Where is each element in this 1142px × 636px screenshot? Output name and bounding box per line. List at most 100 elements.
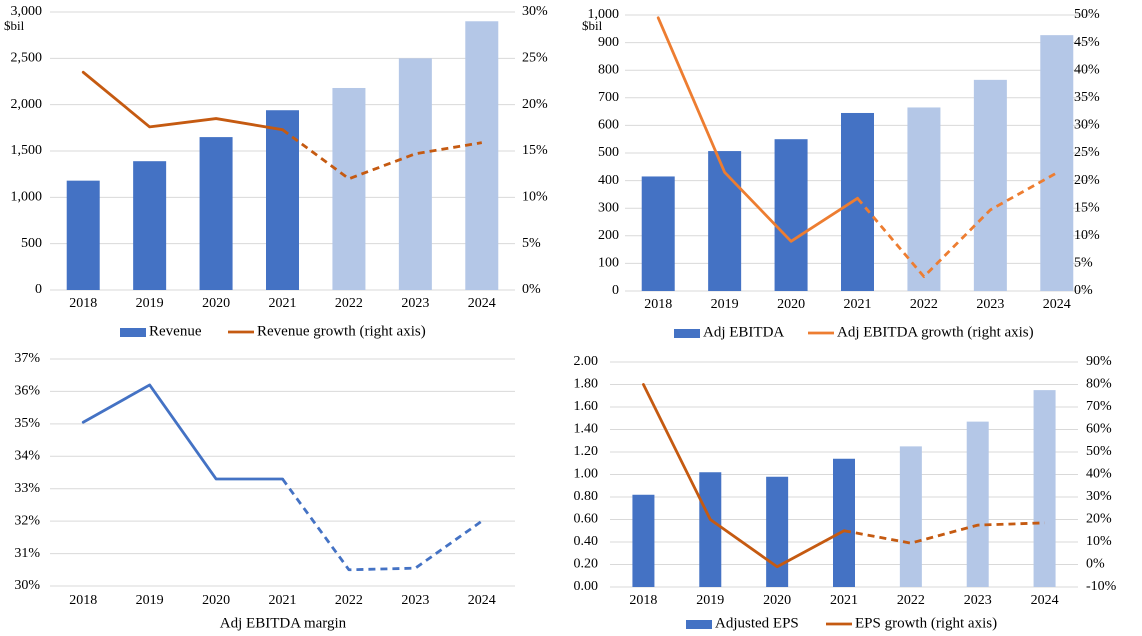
- y-right-tick-label: 15%: [1074, 200, 1100, 215]
- bar: [632, 494, 655, 587]
- y-left-tick-label: 34%: [14, 449, 40, 464]
- y-left-tick-label: 200: [598, 228, 619, 243]
- y-left-tick-label: 1.60: [574, 399, 599, 414]
- y-left-tick-label: 500: [598, 145, 619, 160]
- legend-label: Adj EBITDA margin: [220, 615, 347, 631]
- y-right-tick-label: 50%: [1086, 444, 1112, 459]
- series-line-actual: [642, 383, 846, 569]
- y-unit-label: $bil: [582, 18, 603, 33]
- bar: [899, 446, 922, 587]
- y-left-tick-label: 3,000: [11, 4, 43, 19]
- y-right-tick-label: 70%: [1086, 399, 1112, 414]
- y-right-tick-label: 90%: [1086, 354, 1112, 369]
- series-line-forecast: [281, 478, 483, 572]
- bar: [332, 87, 366, 290]
- y-right-tick-label: 15%: [522, 143, 548, 158]
- y-left-tick-label: 1,000: [11, 190, 43, 205]
- legend-label: Revenue: [149, 323, 202, 339]
- legend-swatch-bar: [120, 328, 146, 337]
- bar: [133, 161, 167, 290]
- x-tick-label: 2023: [401, 296, 429, 311]
- x-tick-label: 2020: [202, 296, 230, 311]
- x-tick-label: 2021: [269, 296, 297, 311]
- series-line-forecast: [843, 521, 1045, 545]
- y-right-tick-label: 35%: [1074, 90, 1100, 105]
- y-left-tick-label: 700: [598, 90, 619, 105]
- y-right-tick-label: 20%: [1086, 512, 1112, 527]
- bar: [841, 112, 874, 291]
- bar: [199, 137, 233, 290]
- y-left-tick-label: 1,000: [588, 7, 620, 22]
- bar: [641, 176, 675, 291]
- legend-label: Adjusted EPS: [715, 615, 799, 631]
- y-left-tick-label: 2,000: [11, 97, 43, 112]
- y-right-tick-label: 60%: [1086, 422, 1112, 437]
- bar: [465, 21, 499, 291]
- y-right-tick-label: 0%: [1086, 557, 1105, 572]
- y-right-tick-label: -10%: [1086, 579, 1117, 594]
- bar: [398, 58, 432, 291]
- y-right-tick-label: 20%: [1074, 173, 1100, 188]
- x-tick-label: 2023: [976, 297, 1004, 312]
- y-left-tick-label: 1,500: [11, 143, 43, 158]
- y-left-tick-label: 1.00: [574, 467, 599, 482]
- x-tick-label: 2020: [777, 297, 805, 312]
- bar: [699, 472, 722, 587]
- y-right-tick-label: 80%: [1086, 377, 1112, 392]
- x-tick-label: 2024: [1043, 297, 1071, 312]
- y-left-tick-label: 400: [598, 173, 619, 188]
- x-tick-label: 2018: [69, 296, 97, 311]
- y-right-tick-label: 25%: [1074, 145, 1100, 160]
- y-left-tick-label: 0.60: [574, 512, 599, 527]
- x-tick-label: 2021: [844, 297, 872, 312]
- y-left-tick-label: 32%: [14, 513, 40, 528]
- y-left-tick-label: 0.20: [574, 557, 599, 572]
- x-tick-label: 2020: [763, 593, 791, 608]
- x-tick-label: 2019: [711, 297, 739, 312]
- bar: [708, 151, 742, 291]
- x-tick-label: 2019: [136, 593, 164, 608]
- legend-label: EPS growth (right axis): [855, 615, 997, 631]
- x-tick-label: 2022: [897, 593, 925, 608]
- bar: [1033, 390, 1056, 587]
- x-tick-label: 2022: [335, 593, 363, 608]
- series-line-actual: [81, 383, 284, 481]
- series-line-actual: [81, 70, 284, 132]
- series-line-forecast: [856, 171, 1058, 279]
- y-right-tick-label: 10%: [522, 190, 548, 205]
- legend-label: Revenue growth (right axis): [257, 323, 426, 339]
- y-left-tick-label: 36%: [14, 384, 40, 399]
- y-left-tick-label: 1.40: [574, 422, 599, 437]
- y-left-tick-label: 2.00: [574, 354, 599, 369]
- y-left-tick-label: 900: [598, 35, 619, 50]
- x-tick-label: 2021: [830, 593, 858, 608]
- y-left-tick-label: 30%: [14, 578, 40, 593]
- x-tick-label: 2022: [910, 297, 938, 312]
- x-tick-label: 2021: [269, 593, 297, 608]
- y-right-tick-label: 45%: [1074, 35, 1100, 50]
- y-right-tick-label: 0%: [522, 282, 541, 297]
- y-left-tick-label: 35%: [14, 416, 40, 431]
- y-left-tick-label: 0.00: [574, 579, 599, 594]
- y-left-tick-label: 800: [598, 62, 619, 77]
- y-right-tick-label: 5%: [522, 236, 541, 251]
- y-left-tick-label: 500: [21, 236, 42, 251]
- bar: [774, 139, 808, 291]
- y-right-tick-label: 0%: [1074, 283, 1093, 298]
- legend-swatch-bar: [674, 329, 700, 338]
- y-right-tick-label: 10%: [1086, 534, 1112, 549]
- y-left-tick-label: 0: [35, 282, 42, 297]
- y-right-tick-label: 40%: [1074, 62, 1100, 77]
- x-tick-label: 2023: [964, 593, 992, 608]
- x-tick-label: 2019: [696, 593, 724, 608]
- bar: [766, 476, 789, 587]
- y-left-tick-label: 100: [598, 256, 619, 271]
- x-tick-label: 2024: [468, 296, 496, 311]
- bar: [266, 110, 299, 290]
- y-left-tick-label: 1.80: [574, 377, 599, 392]
- y-left-tick-label: 31%: [14, 546, 40, 561]
- y-right-tick-label: 50%: [1074, 7, 1100, 22]
- x-tick-label: 2020: [202, 593, 230, 608]
- x-tick-label: 2018: [644, 297, 672, 312]
